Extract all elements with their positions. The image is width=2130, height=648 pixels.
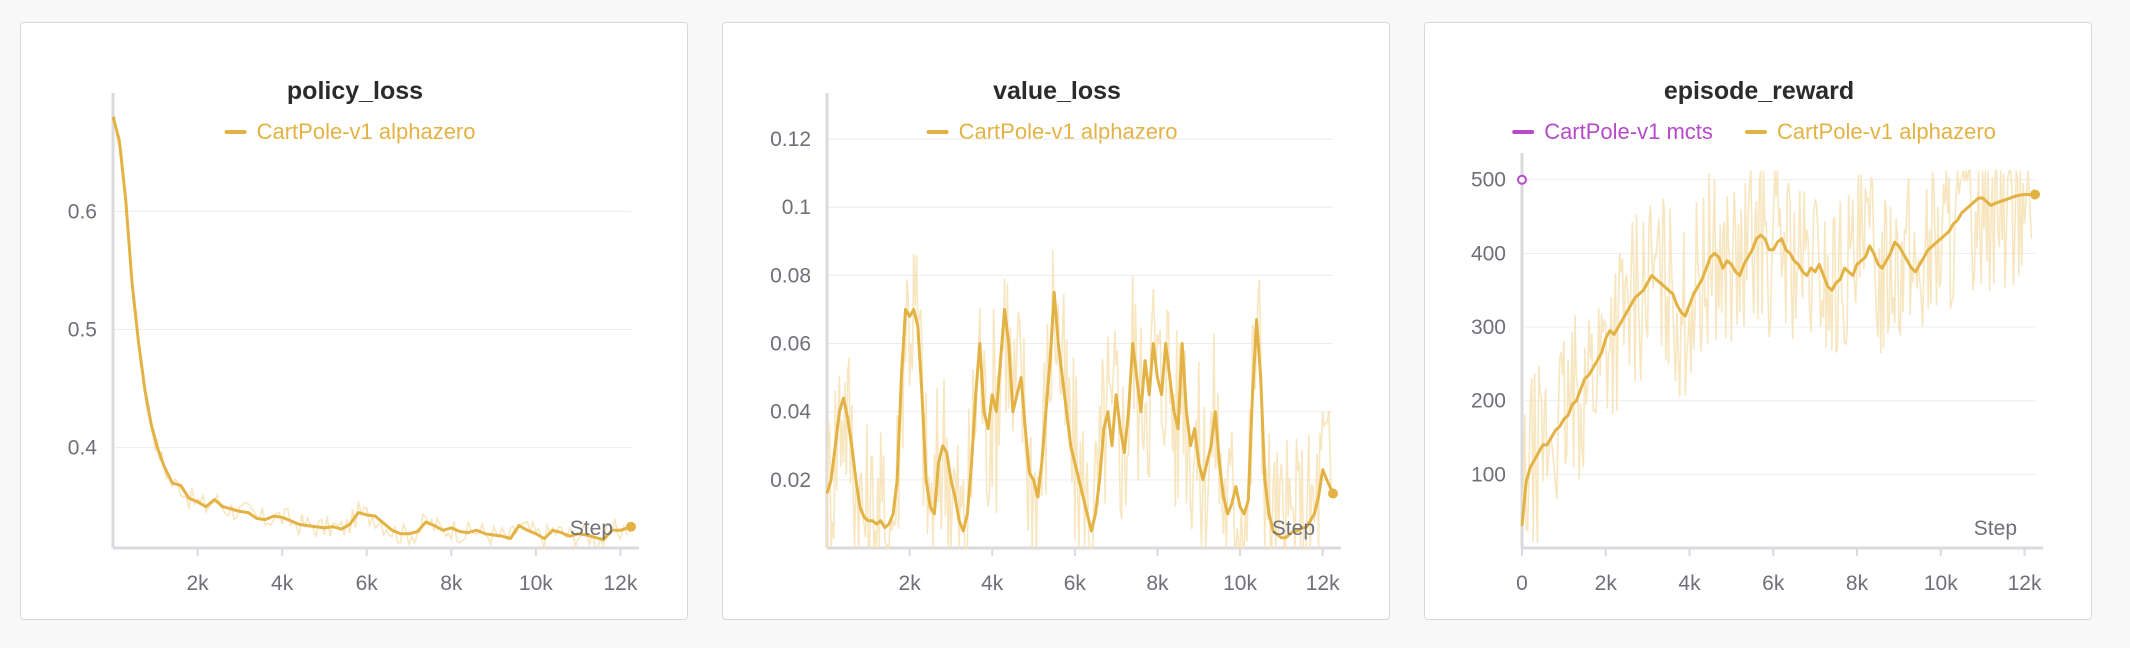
x-tick-label: 8k — [1146, 572, 1169, 595]
legend-label-cartpole-v1-mcts: CartPole-v1 mcts — [1544, 119, 1713, 144]
x-tick-label: 12k — [2008, 572, 2042, 595]
chart-title: value_loss — [993, 77, 1121, 105]
series-end-marker-cartpole-v1-alphazero — [626, 521, 636, 532]
y-tick-label: 0.6 — [68, 200, 97, 223]
series-line-cartpole-v1-alphazero — [825, 290, 1335, 540]
y-tick-label: 0.04 — [770, 401, 811, 424]
x-tick-label: 10k — [1223, 572, 1257, 595]
x-axis-title: Step — [1974, 517, 2017, 540]
x-tick-label: 2k — [1595, 572, 1618, 595]
x-tick-label: 12k — [1306, 572, 1340, 595]
y-tick-label: 0.5 — [68, 318, 97, 341]
x-tick-label: 10k — [1924, 572, 1958, 595]
x-tick-label: 6k — [1762, 572, 1785, 595]
x-axis-title: Step — [1272, 517, 1315, 540]
series-line-cartpole-v1-alphazero — [1520, 193, 2035, 527]
raw-line-cartpole-v1-alphazero — [1521, 169, 2033, 544]
y-tick-label: 0.12 — [770, 128, 811, 151]
chart-panel-episode-reward[interactable]: episode_reward CartPole-v1 mcts CartPole-v… — [1424, 22, 2092, 620]
y-tick-label: 0.08 — [770, 264, 811, 287]
chart-panel-policy-loss[interactable]: policy_loss CartPole-v1 alphazero 0.4 0.5 0.… — [20, 22, 688, 620]
y-tick-label: 0.1 — [782, 196, 811, 219]
chart-title: episode_reward — [1664, 77, 1854, 105]
x-tick-label: 8k — [1846, 572, 1869, 595]
legend-label-cartpole-v1-alphazero: CartPole-v1 alphazero — [257, 119, 476, 144]
raw-line-cartpole-v1-alphazero — [826, 249, 1332, 551]
y-tick-label: 0.06 — [770, 333, 811, 356]
series-end-marker-cartpole-v1-alphazero — [2030, 189, 2040, 200]
series-end-marker-cartpole-v1-alphazero — [1328, 488, 1338, 499]
y-tick-label: 0.02 — [770, 469, 811, 492]
y-tick-label: 100 — [1471, 463, 1506, 486]
x-tick-label: 0 — [1516, 572, 1528, 595]
y-tick-label: 500 — [1471, 169, 1506, 192]
x-tick-label: 4k — [1678, 572, 1701, 595]
chart-svg: value_loss CartPole-v1 alphazero 0.02 0.04 0… — [770, 77, 1341, 595]
x-tick-label: 10k — [519, 572, 553, 595]
series-point-cartpole-v1-mcts — [1517, 174, 1527, 185]
chart-title: policy_loss — [287, 77, 423, 105]
chart-svg: episode_reward CartPole-v1 mcts CartPole-v… — [1471, 77, 2043, 595]
x-tick-label: 4k — [271, 572, 294, 595]
legend-label-cartpole-v1-alphazero: CartPole-v1 alphazero — [959, 119, 1178, 144]
y-tick-label: 400 — [1471, 242, 1506, 265]
y-tick-label: 200 — [1471, 390, 1506, 413]
x-tick-label: 2k — [186, 572, 209, 595]
legend-label-cartpole-v1-alphazero: CartPole-v1 alphazero — [1777, 119, 1996, 144]
raw-line-cartpole-v1-alphazero — [113, 116, 629, 550]
x-tick-label: 12k — [603, 572, 637, 595]
chart-svg: policy_loss CartPole-v1 alphazero 0.4 0.5 0.… — [68, 77, 639, 595]
x-tick-label: 8k — [440, 572, 463, 595]
x-tick-label: 4k — [981, 572, 1004, 595]
x-tick-label: 2k — [899, 572, 922, 595]
x-tick-label: 6k — [1064, 572, 1087, 595]
y-tick-label: 0.4 — [68, 437, 98, 460]
y-tick-label: 300 — [1471, 316, 1506, 339]
series-line-cartpole-v1-alphazero — [111, 116, 632, 542]
chart-panel-value-loss[interactable]: value_loss CartPole-v1 alphazero 0.02 0.04 0… — [722, 22, 1390, 620]
x-tick-label: 6k — [356, 572, 379, 595]
x-axis-title: Step — [570, 517, 613, 540]
